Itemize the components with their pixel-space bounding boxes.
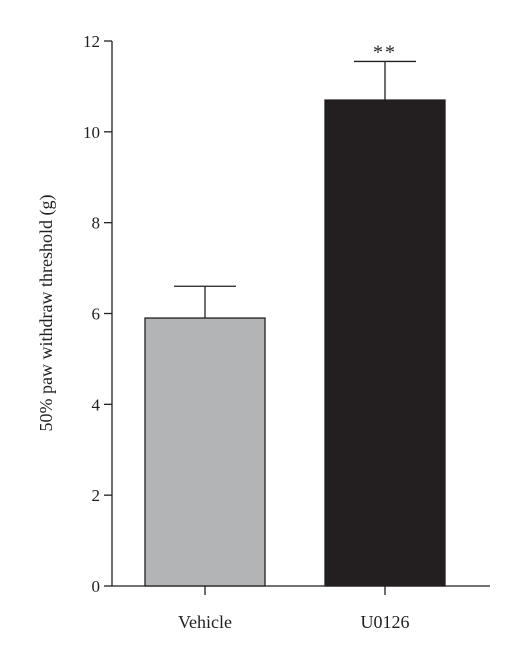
bar xyxy=(324,99,446,587)
bar xyxy=(144,317,266,587)
significance-label: ** xyxy=(373,41,397,63)
x-tick-label: U0126 xyxy=(361,612,410,632)
axes: 0 2 4 6 8 10 12 Vehicle U0126 xyxy=(83,32,490,632)
y-tick-label: 8 xyxy=(92,214,101,233)
y-tick-label: 10 xyxy=(83,123,100,142)
y-tick-label: 6 xyxy=(92,305,101,324)
bars: ** xyxy=(144,41,446,587)
y-tick-label: 4 xyxy=(92,395,101,414)
y-tick-label: 0 xyxy=(92,577,101,596)
y-tick-label: 12 xyxy=(83,32,100,51)
x-tick-label: Vehicle xyxy=(178,612,232,632)
y-tick-label: 2 xyxy=(92,486,101,505)
y-axis-title: 50% paw withdraw threshold (g) xyxy=(36,195,57,432)
